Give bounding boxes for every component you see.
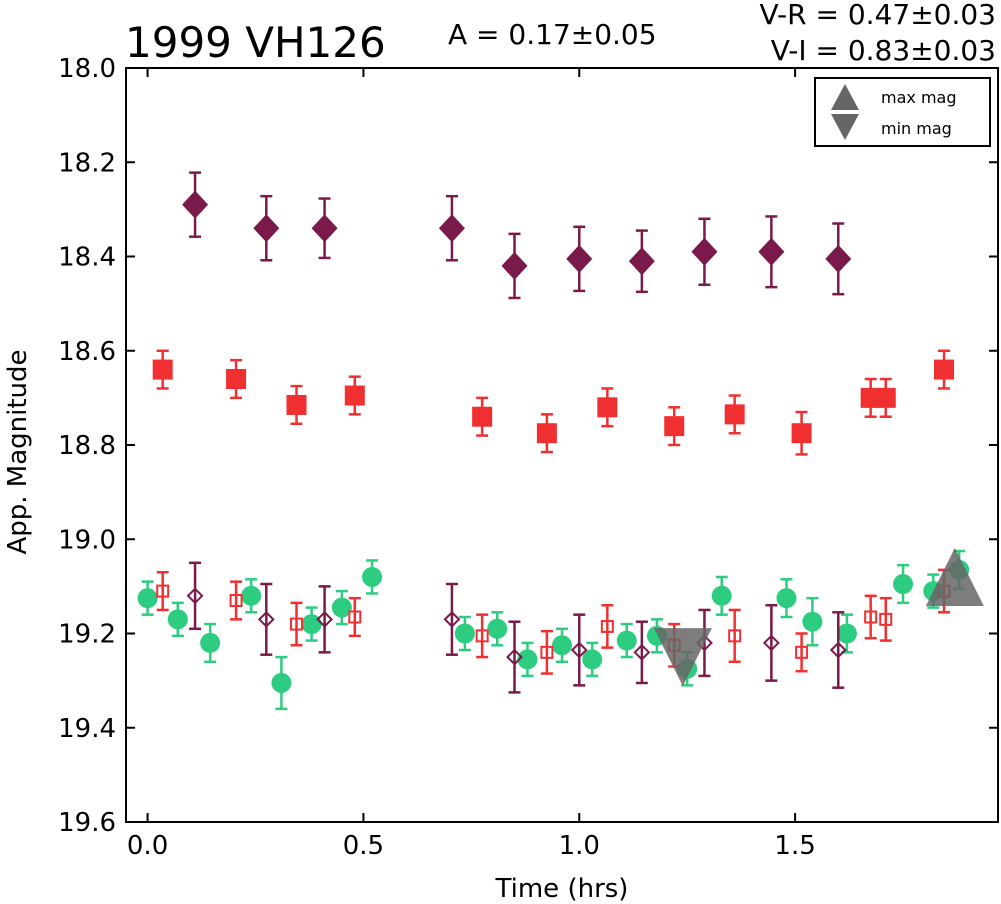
data-point: [829, 641, 847, 659]
data-point: [517, 649, 538, 670]
amplitude-label: A = 0.17±0.05: [448, 18, 657, 51]
data-point: [271, 672, 292, 693]
data-point: [860, 387, 881, 408]
x-axis-label: Time (hrs): [495, 874, 629, 904]
data-point: [475, 629, 489, 643]
y-tick-label: 18.2: [58, 148, 116, 178]
data-point: [290, 617, 304, 631]
data-point: [257, 610, 275, 628]
y-tick-label: 18.4: [58, 243, 116, 273]
data-point: [758, 237, 785, 266]
data-point: [570, 641, 588, 659]
data-point: [156, 584, 170, 598]
data-point: [454, 623, 475, 644]
data-point: [875, 387, 896, 408]
data-point: [152, 359, 173, 380]
y-tick-label: 19.0: [58, 525, 116, 555]
data-point: [241, 585, 262, 606]
data-point: [316, 610, 333, 628]
data-point: [791, 423, 812, 444]
min-mag-marker: [653, 628, 712, 687]
data-point: [443, 610, 461, 628]
data-point: [728, 629, 742, 643]
series-2: [186, 561, 847, 694]
data-point: [795, 645, 809, 659]
y-axis-label: App. Magnitude: [3, 349, 33, 554]
legend-max-mag-marker: [831, 84, 859, 110]
series-0: [137, 549, 970, 711]
x-tick-label: 1.5: [774, 831, 815, 861]
data-point: [331, 597, 352, 618]
data-point: [552, 635, 572, 656]
legend-min-mag-marker: [831, 114, 859, 140]
data-point: [186, 587, 204, 605]
data-point: [711, 585, 732, 606]
data-point: [597, 397, 618, 418]
series-4: [182, 171, 852, 300]
y-tick-label: 19.2: [58, 620, 116, 650]
data-point: [864, 610, 878, 624]
data-point: [762, 634, 780, 652]
data-point: [600, 619, 614, 633]
x-tick-label: 0.5: [343, 831, 384, 861]
x-tick-label: 0.0: [127, 831, 168, 861]
data-point: [137, 588, 158, 609]
data-point: [167, 609, 188, 630]
series-3: [152, 349, 955, 456]
data-point: [311, 214, 338, 243]
data-point: [616, 630, 637, 651]
legend: max mag min mag: [814, 77, 991, 147]
data-point: [893, 574, 914, 595]
data-point: [348, 610, 362, 624]
data-point: [362, 566, 383, 587]
data-point: [506, 648, 523, 666]
y-tick-label: 18.6: [58, 337, 116, 367]
data-point: [540, 645, 554, 659]
x-tick-label: 1.0: [559, 831, 600, 861]
data-point: [934, 359, 955, 380]
data-point: [501, 251, 528, 280]
data-point: [229, 594, 243, 608]
data-point: [472, 406, 493, 427]
data-point: [536, 423, 557, 444]
chart-title: 1999 VH126: [125, 18, 386, 67]
plot-marks: [137, 171, 984, 711]
y-tick-label: 19.4: [58, 714, 116, 744]
axes: 0.0 0.5 1.0 1.5 18.0 18.2 18.4 18.6 18.8 19.0 19.2…: [58, 54, 998, 861]
plot-frame: [125, 67, 999, 823]
data-point: [566, 244, 593, 273]
data-point: [182, 190, 209, 219]
data-point: [724, 404, 745, 425]
y-tick-label: 18.8: [58, 431, 116, 461]
data-point: [776, 588, 797, 609]
data-point: [226, 369, 247, 390]
data-point: [628, 247, 655, 276]
legend-min-mag-label: min mag: [881, 119, 952, 138]
data-point: [825, 244, 852, 273]
legend-max-mag-label: max mag: [881, 88, 957, 107]
data-point: [438, 214, 465, 243]
data-point: [633, 643, 651, 661]
data-point: [691, 237, 718, 266]
data-point: [802, 611, 823, 632]
data-point: [200, 632, 221, 653]
color-label-vi: V-I = 0.83±0.03: [771, 34, 996, 67]
data-point: [286, 394, 307, 415]
data-point: [836, 623, 857, 644]
color-label-vr: V-R = 0.47±0.03: [760, 0, 996, 31]
y-tick-label: 18.0: [58, 54, 116, 84]
data-point: [344, 385, 365, 406]
max-mag-marker: [925, 547, 984, 606]
data-point: [487, 618, 508, 639]
data-point: [879, 612, 893, 626]
data-point: [253, 214, 280, 243]
y-tick-label: 19.6: [58, 808, 116, 838]
data-point: [664, 416, 685, 437]
data-point: [582, 649, 603, 670]
